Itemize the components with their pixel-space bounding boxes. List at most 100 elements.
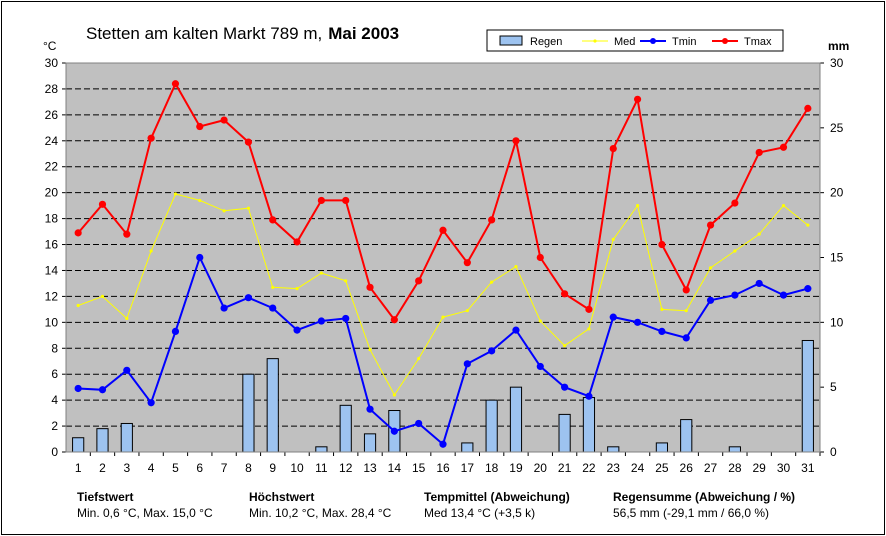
series-point <box>463 360 471 368</box>
stat-regensumme-value: 56,5 mm (-29,1 mm / 66,0 %) <box>613 506 770 520</box>
series-point <box>100 294 105 298</box>
series-point <box>123 230 131 238</box>
left-tick-label: 10 <box>45 315 59 329</box>
x-tick-label: 22 <box>582 461 596 475</box>
series-point <box>587 327 591 331</box>
series-point <box>806 223 810 227</box>
x-tick-label: 18 <box>485 461 499 475</box>
series-point <box>633 95 642 103</box>
x-tick-label: 3 <box>123 461 130 475</box>
series-point <box>390 316 398 324</box>
left-tick-label: 18 <box>45 212 59 226</box>
series-point <box>755 279 763 288</box>
series-point <box>804 285 812 293</box>
series-point <box>246 206 251 210</box>
series-point <box>658 240 666 249</box>
x-tick-label: 7 <box>221 461 228 475</box>
series-point <box>220 304 228 312</box>
series-point <box>366 283 374 291</box>
series-point <box>439 440 447 448</box>
series-point <box>609 313 617 321</box>
series-point <box>708 266 713 270</box>
series-point <box>561 383 569 391</box>
stat-hoechstwert-heading: Höchstwert <box>249 490 315 504</box>
legend-box <box>486 29 784 52</box>
series-point <box>512 326 520 334</box>
series-point <box>538 319 542 323</box>
plot-border <box>65 62 821 453</box>
rain-bar <box>582 397 596 453</box>
rain-bar <box>680 419 693 453</box>
series-point <box>149 249 153 253</box>
legend-swatch <box>499 35 523 46</box>
series-point <box>74 384 82 393</box>
legend-label: Tmax <box>744 36 772 48</box>
left-tick-label: 20 <box>45 186 59 200</box>
left-tick-label: 22 <box>45 160 59 174</box>
series-point <box>733 249 737 253</box>
series-point <box>441 315 445 319</box>
legend-marker <box>593 39 597 43</box>
stat-tiefstwert-heading: Tiefstwert <box>77 490 134 504</box>
right-tick-label: 10 <box>830 315 844 329</box>
x-tick-label: 25 <box>655 461 669 475</box>
stat-tiefstwert-value: Min. 0,6 °C, Max. 15,0 °C <box>77 506 213 520</box>
legend-item-tmed: Med <box>582 36 635 48</box>
series-point <box>222 209 226 213</box>
x-tick-label: 13 <box>363 461 377 475</box>
series-point <box>585 305 593 313</box>
left-tick-label: 28 <box>45 82 59 96</box>
legend-label: Med <box>614 36 635 48</box>
series-point <box>342 314 350 323</box>
rain-bar <box>801 339 814 453</box>
left-tick-label: 26 <box>45 108 59 122</box>
series-point <box>684 309 688 313</box>
left-tick-label: 24 <box>45 134 59 148</box>
x-tick-label: 8 <box>245 461 252 475</box>
series-point <box>682 286 690 294</box>
series-point <box>561 290 569 298</box>
stat-hoechstwert-value: Min. 10,2 °C, Max. 28,4 °C <box>249 506 392 520</box>
rain-bar <box>266 358 279 453</box>
series-point <box>635 204 640 208</box>
rain-bar <box>72 437 85 453</box>
rain-bars <box>72 339 814 453</box>
x-tick-label: 24 <box>631 461 645 475</box>
series-point <box>757 232 761 236</box>
x-tick-label: 27 <box>704 461 718 475</box>
rain-bar <box>728 446 741 453</box>
series-point <box>633 318 642 326</box>
legend-item-rain: Regen <box>499 35 562 48</box>
rain-bar <box>655 442 668 453</box>
series-point <box>344 279 348 283</box>
right-tick-label: 0 <box>830 445 837 459</box>
stat-tempmittel-heading: Tempmittel (Abweichung) <box>424 490 570 504</box>
series-point <box>368 347 372 352</box>
rain-bar <box>363 433 377 453</box>
legend-marker <box>650 38 656 44</box>
series-point <box>609 144 617 153</box>
stat-tiefstwert: Tiefstwert Min. 0,6 °C, Max. 15,0 °C <box>77 489 213 521</box>
left-tick-label: 4 <box>51 393 58 407</box>
series-point <box>465 309 469 313</box>
chart-title-period: Mai 2003 <box>328 24 399 43</box>
rain-bar <box>558 413 571 453</box>
left-tick-label: 16 <box>45 238 59 252</box>
series-point <box>706 221 715 229</box>
left-axis-unit: °C <box>43 39 57 53</box>
series-point <box>220 116 228 124</box>
legend-label: Tmin <box>672 36 696 48</box>
left-tick-label: 0 <box>51 445 58 459</box>
series-point <box>611 237 615 241</box>
series-tmin <box>74 253 812 448</box>
right-tick-label: 25 <box>830 121 844 135</box>
series-point <box>779 291 788 299</box>
series-point <box>585 392 593 400</box>
series-point <box>488 347 496 355</box>
series-med <box>76 192 810 397</box>
right-axis-unit: mm <box>828 39 849 53</box>
x-tick-label: 31 <box>801 461 815 475</box>
chart-title: Stetten am kalten Markt 789 m, Mai 2003 <box>86 24 399 43</box>
series-point <box>74 229 82 237</box>
